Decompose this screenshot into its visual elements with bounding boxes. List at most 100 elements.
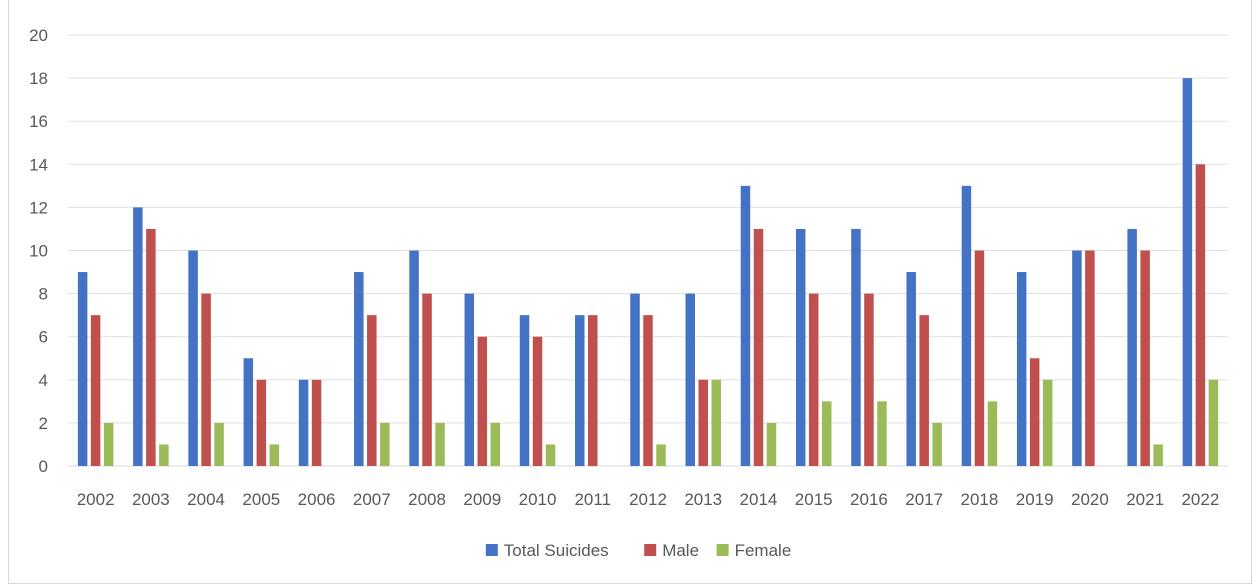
bar-female-2012	[656, 444, 666, 466]
bar-total-suicides-2017	[906, 272, 916, 466]
bar-total-suicides-2005	[243, 358, 254, 466]
bar-female-2003	[159, 444, 169, 466]
bar-male-2010	[532, 336, 543, 466]
y-tick-label-10: 10	[29, 242, 48, 261]
y-tick-label-2: 2	[39, 414, 48, 433]
y-tick-label-16: 16	[29, 112, 48, 131]
y-axis: 0 2 4 6 8 10 12 14 16 18 20	[29, 26, 48, 476]
bar-total-suicides-2009	[464, 293, 475, 466]
x-tick-label-2015: 2015	[795, 490, 833, 509]
bar-female-2013	[711, 379, 721, 466]
bar-male-2019	[1029, 358, 1040, 466]
x-tick-label-2009: 2009	[463, 490, 501, 509]
x-tick-label-2012: 2012	[629, 490, 667, 509]
x-tick-label-2020: 2020	[1071, 490, 1109, 509]
bar-male-2013	[698, 379, 708, 466]
bar-total-suicides-2012	[630, 293, 640, 466]
bar-male-2008	[422, 293, 432, 466]
bar-male-2009	[477, 336, 488, 466]
bar-total-suicides-2010	[519, 315, 530, 466]
bar-male-2005	[256, 379, 267, 466]
bar-male-2004	[201, 293, 211, 466]
x-tick-label-2008: 2008	[408, 490, 446, 509]
x-axis: 2002 2003 2004 2005 2006 2007 2008 2009 2010 2011…	[77, 490, 1220, 509]
chart-frame	[8, 0, 1252, 584]
bar-female-2019	[1042, 379, 1053, 466]
bar-male-2020	[1085, 250, 1095, 466]
y-tick-label-8: 8	[39, 285, 48, 304]
bar-female-2018	[987, 401, 998, 466]
legend-swatch-male	[644, 544, 657, 556]
bar-female-2010	[545, 444, 556, 466]
legend-swatch-female	[716, 544, 729, 556]
bar-male-2012	[643, 315, 653, 466]
legend: Total Suicides Male Female	[485, 541, 792, 560]
bar-female-2021	[1153, 444, 1163, 466]
x-tick-label-2013: 2013	[684, 490, 722, 509]
bar-male-2017	[919, 315, 929, 466]
x-tick-label-2003: 2003	[132, 490, 170, 509]
x-tick-label-2004: 2004	[187, 490, 225, 509]
bar-male-2018	[974, 250, 985, 466]
x-tick-label-2022: 2022	[1181, 490, 1219, 509]
y-tick-label-6: 6	[39, 328, 48, 347]
bar-total-suicides-2015	[795, 228, 806, 466]
legend-swatch-total-suicides	[485, 544, 498, 556]
bar-male-2022	[1195, 164, 1206, 467]
bar-female-2016	[877, 401, 887, 466]
bar-male-2011	[588, 315, 598, 466]
y-tick-label-12: 12	[29, 198, 48, 217]
bar-total-suicides-2008	[409, 250, 419, 466]
x-tick-label-2021: 2021	[1126, 490, 1164, 509]
x-tick-label-2018: 2018	[961, 490, 999, 509]
bar-male-2006	[311, 379, 322, 466]
bar-female-2005	[269, 444, 280, 466]
x-tick-label-2006: 2006	[298, 490, 336, 509]
bar-male-2021	[1140, 250, 1150, 466]
bar-total-suicides-2006	[298, 379, 309, 466]
bar-male-2014	[753, 228, 764, 466]
legend-label-female: Female	[735, 541, 792, 560]
bar-male-2016	[864, 293, 874, 466]
bar-female-2014	[766, 422, 777, 466]
y-tick-label-20: 20	[29, 26, 48, 45]
bar-female-2004	[214, 422, 224, 466]
bar-total-suicides-2007	[354, 272, 364, 466]
bar-total-suicides-2020	[1072, 250, 1082, 466]
bar-male-2015	[808, 293, 819, 466]
bar-female-2017	[932, 422, 942, 466]
x-tick-label-2019: 2019	[1016, 490, 1054, 509]
bar-total-suicides-2022	[1182, 78, 1193, 466]
bar-total-suicides-2021	[1127, 228, 1137, 466]
legend-label-male: Male	[662, 541, 699, 560]
bar-total-suicides-2004	[188, 250, 198, 466]
bar-total-suicides-2018	[961, 185, 972, 466]
bar-total-suicides-2011	[575, 315, 585, 466]
x-tick-label-2007: 2007	[353, 490, 391, 509]
bar-female-2007	[380, 422, 390, 466]
bar-female-2008	[435, 422, 445, 466]
bar-total-suicides-2002	[77, 272, 88, 466]
bar-female-2002	[103, 422, 114, 466]
x-tick-label-2010: 2010	[519, 490, 557, 509]
bar-total-suicides-2014	[740, 185, 751, 466]
bar-total-suicides-2013	[685, 293, 695, 466]
bar-total-suicides-2016	[851, 228, 861, 466]
x-tick-label-2011: 2011	[574, 490, 611, 509]
bars	[77, 78, 1219, 467]
bar-female-2015	[821, 401, 832, 466]
x-tick-label-2005: 2005	[242, 490, 280, 509]
y-tick-label-4: 4	[39, 371, 48, 390]
bar-total-suicides-2003	[133, 207, 143, 466]
y-tick-label-18: 18	[29, 69, 48, 88]
x-tick-label-2016: 2016	[850, 490, 888, 509]
y-tick-label-0: 0	[39, 457, 48, 476]
x-tick-label-2017: 2017	[905, 490, 943, 509]
bar-male-2007	[367, 315, 377, 466]
bar-female-2022	[1208, 379, 1219, 466]
x-tick-label-2002: 2002	[77, 490, 115, 509]
x-tick-label-2014: 2014	[740, 490, 778, 509]
legend-label-total-suicides: Total Suicides	[504, 541, 609, 560]
bar-female-2009	[490, 422, 501, 466]
